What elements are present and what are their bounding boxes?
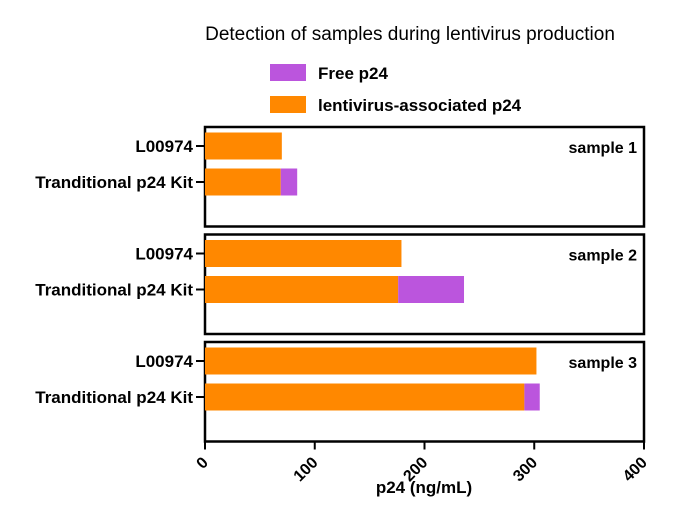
category-label: Tranditional p24 Kit [35,173,193,192]
bar-lentivirus-associated-p24 [205,347,537,375]
category-label: L00974 [135,137,193,156]
category-label: L00974 [135,352,193,371]
x-tick-label: 0 [194,454,212,472]
legend-label-free-p24: Free p24 [318,64,388,83]
bar-lentivirus-associated-p24 [205,132,282,160]
panel-label: sample 3 [569,355,638,372]
bar-free-p24 [280,168,298,196]
chart-title: Detection of samples during lentivirus p… [205,24,615,45]
bar-lentivirus-associated-p24 [205,383,525,411]
bar-lentivirus-associated-p24 [205,240,402,267]
bar-lentivirus-associated-p24 [205,276,399,303]
category-label: Tranditional p24 Kit [35,388,193,407]
category-labels: L00974 Tranditional p24 Kit L00974 Tranditi… [35,137,205,407]
x-tick-label: 100 [291,454,322,485]
x-tick-label: 400 [620,454,651,485]
bar-free-p24 [398,276,465,303]
bar-lentivirus-associated-p24 [205,168,281,196]
x-tick-label: 300 [510,454,541,485]
legend-swatch-lentivirus-p24 [270,96,306,113]
category-label: Tranditional p24 Kit [35,281,193,300]
legend: Free p24 lentivirus-associated p24 [270,64,522,115]
legend-label-lentivirus-p24: lentivirus-associated p24 [318,96,522,115]
x-axis-label: p24 (ng/mL) [376,478,472,497]
bar-free-p24 [524,383,540,411]
panel-label: sample 1 [569,140,638,157]
panel-label: sample 2 [569,248,638,265]
category-label: L00974 [135,245,193,264]
bar-marks [205,132,540,411]
legend-swatch-free-p24 [270,64,306,81]
